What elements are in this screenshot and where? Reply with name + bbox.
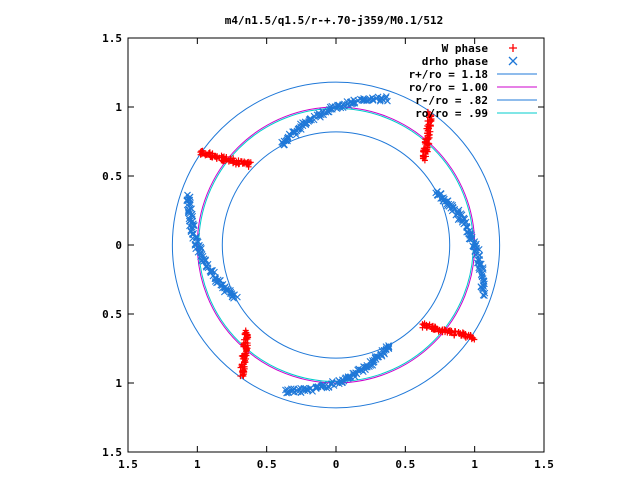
legend-label: drho phase	[422, 55, 489, 68]
drho-phase-point	[211, 268, 218, 276]
w-phase-point	[426, 125, 433, 132]
drho-phase-point	[307, 384, 315, 392]
legend-swatch	[508, 56, 518, 66]
drho-phase-point	[478, 270, 486, 278]
x-tick-label: 1.5	[118, 458, 138, 471]
drho-phase-point	[480, 292, 488, 300]
w-phase-point	[425, 135, 432, 142]
drho-phase-point	[189, 212, 197, 220]
w-phase-point	[245, 163, 252, 170]
drho-phase-point	[303, 386, 311, 393]
drho-phase-point	[344, 373, 352, 380]
x-tick-label: 1.5	[534, 458, 554, 471]
drho-phase-point	[454, 209, 461, 217]
drho-phase-point	[220, 288, 228, 296]
y-tick-label: 0	[115, 239, 122, 252]
x-tick-label: 0.5	[257, 458, 277, 471]
drho-phase-point	[339, 104, 347, 111]
w-phase-point	[420, 322, 427, 329]
drho-phase-point	[297, 389, 305, 397]
y-tick-label: 1	[115, 101, 122, 114]
circles-layer	[171, 81, 501, 409]
x-tick-label: 1	[471, 458, 478, 471]
drho-phase-point	[234, 293, 241, 301]
drho-phase-point	[187, 200, 194, 207]
legend-label: ro/ro = 1.00	[409, 81, 488, 94]
w-phase-point	[240, 373, 247, 380]
legend-label: ro/ro = .99	[415, 107, 488, 120]
ticks-layer: 1.5 1 0.5 0 0.5 1 1.51.510.500.511.5	[102, 32, 554, 471]
circle-series	[198, 107, 474, 383]
chart-title: m4/n1.5/q1.5/r-+.70-j359/M0.1/512	[225, 14, 444, 27]
drho-phase-point	[290, 129, 298, 136]
w-phase-point	[426, 122, 433, 129]
circle-series	[171, 81, 501, 409]
drho-phase-point	[385, 342, 392, 349]
legend-swatch	[509, 44, 517, 52]
legend-label: r+/ro = 1.18	[409, 68, 488, 81]
y-tick-label: 0.5	[102, 170, 122, 183]
legend-label: W phase	[442, 42, 489, 55]
drho-phase-point	[295, 385, 302, 393]
drho-phase-point	[474, 256, 482, 263]
drho-phase-point	[186, 201, 194, 209]
y-tick-label: 0.5	[102, 308, 122, 321]
drho-phase-point	[363, 363, 371, 371]
drho-phase-point	[466, 227, 473, 235]
drho-phase-point	[328, 378, 336, 385]
drho-phase-point	[200, 258, 207, 265]
w-phase-point	[421, 139, 428, 146]
drho-phase-point	[281, 141, 288, 149]
w-phase-point	[424, 108, 431, 115]
w-phase-point	[202, 152, 209, 159]
y-tick-label: 1	[115, 377, 122, 390]
drho-phase-point	[230, 294, 237, 302]
circle-series	[221, 131, 451, 359]
w-phase-point	[425, 140, 432, 147]
drho-phase-point	[292, 128, 300, 136]
w-phase-point	[428, 326, 435, 333]
w-phase-point	[225, 158, 232, 165]
x-tick-label: 0.5	[395, 458, 415, 471]
x-tick-label: 1	[194, 458, 201, 471]
drho-phase-point	[454, 210, 462, 218]
w-phase-point	[419, 155, 426, 162]
drho-phase-point	[368, 94, 376, 102]
drho-phase-point	[454, 216, 462, 224]
points-layer	[183, 93, 489, 397]
w-phase-point	[246, 160, 253, 167]
w-phase-point	[419, 321, 426, 328]
legend-label: r-/ro = .82	[415, 94, 488, 107]
w-phase-point	[242, 329, 249, 336]
y-tick-label: 1.5	[102, 32, 122, 45]
y-tick-label: 1.5	[102, 446, 122, 459]
drho-phase-point	[437, 190, 445, 198]
x-tick-label: 0	[333, 458, 340, 471]
drho-phase-point	[339, 379, 346, 386]
drho-phase-point	[481, 289, 489, 297]
drho-phase-point	[433, 188, 441, 195]
